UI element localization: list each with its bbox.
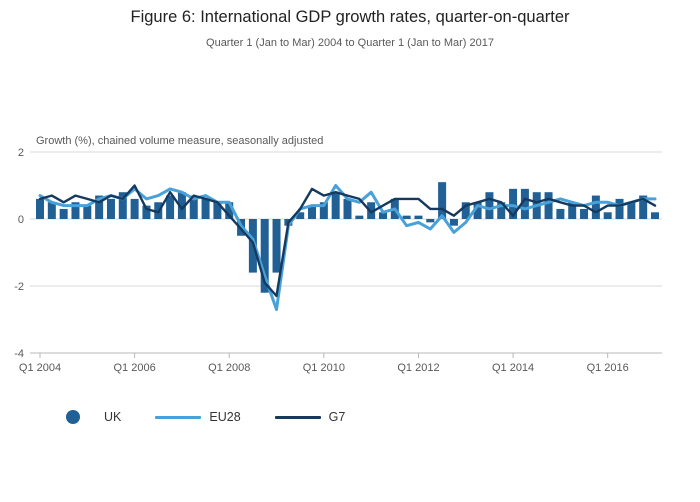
- bar-uk: [331, 192, 340, 219]
- bar-uk: [414, 215, 423, 219]
- x-tick-label: Q1 2016: [587, 362, 629, 374]
- legend-item-g7[interactable]: G7: [274, 410, 346, 424]
- bar-uk: [580, 208, 589, 219]
- bar-uk: [378, 212, 387, 219]
- bar-uk: [189, 195, 198, 219]
- legend-item-eu28[interactable]: EU28: [155, 410, 241, 424]
- bar-uk: [201, 198, 210, 219]
- bar-uk: [627, 202, 636, 219]
- x-tick-label: Q1 2010: [303, 362, 345, 374]
- x-tick-label: Q1 2014: [492, 362, 534, 374]
- bar-uk: [473, 202, 482, 219]
- bar-uk: [272, 219, 281, 273]
- bar-uk: [59, 208, 68, 219]
- bar-uk: [591, 195, 600, 219]
- bar-uk: [71, 202, 80, 219]
- legend: UK EU28 G7: [58, 404, 379, 430]
- bar-uk: [319, 202, 328, 219]
- bar-uk: [556, 208, 565, 219]
- bar-uk: [106, 198, 115, 219]
- bar-uk: [615, 198, 624, 219]
- bar-uk: [438, 182, 447, 219]
- bar-uk: [260, 219, 269, 293]
- x-tick-label: Q1 2006: [114, 362, 156, 374]
- bar-uk: [509, 188, 518, 219]
- bar-uk: [497, 202, 506, 219]
- bar-uk: [130, 198, 139, 219]
- legend-label-uk: UK: [104, 410, 122, 424]
- y-axis-note: Growth (%), chained volume measure, seas…: [36, 135, 323, 147]
- bar-uk: [603, 212, 612, 219]
- y-tick-label: 0: [18, 214, 24, 226]
- bar-uk: [639, 195, 648, 219]
- y-tick-label: -4: [14, 348, 24, 360]
- chart-title: Figure 6: International GDP growth rates…: [130, 8, 570, 26]
- bar-uk: [95, 195, 104, 219]
- x-tick-label: Q1 2008: [208, 362, 250, 374]
- g7-line-marker: [274, 415, 321, 419]
- bar-uk: [225, 202, 234, 219]
- uk-dot-marker: [66, 410, 80, 424]
- chart-subtitle: Quarter 1 (Jan to Mar) 2004 to Quarter 1…: [206, 37, 494, 49]
- bar-uk: [47, 202, 56, 219]
- chart-canvas: 2 0 -2 -4 Growth (%), chained volume measure…: [14, 135, 662, 374]
- bar-uk: [568, 202, 577, 219]
- bar-uk: [426, 219, 435, 223]
- bar-uk: [343, 198, 352, 219]
- bar-uk: [355, 215, 364, 219]
- bar-uk: [402, 215, 411, 219]
- bar-uk: [296, 212, 305, 219]
- eu28-line-marker: [155, 415, 202, 419]
- bar-uk: [308, 205, 317, 219]
- bar-uk: [449, 219, 458, 226]
- y-tick-label: -2: [14, 281, 24, 293]
- bar-uk: [651, 212, 659, 219]
- x-tick-label: Q1 2004: [19, 362, 61, 374]
- line-g7: [38, 184, 657, 298]
- bar-uk: [213, 202, 222, 219]
- legend-label-g7: G7: [328, 410, 346, 424]
- bar-uk: [520, 188, 529, 219]
- legend-item-uk[interactable]: UK: [58, 410, 121, 424]
- legend-label-eu28: EU28: [209, 410, 241, 424]
- bar-uk: [166, 195, 175, 219]
- bar-uk: [544, 192, 553, 219]
- bar-uk: [461, 202, 470, 219]
- bar-uk: [118, 192, 127, 219]
- bar-uk: [83, 205, 92, 219]
- y-tick-label: 2: [18, 147, 24, 159]
- bar-uk: [485, 192, 494, 219]
- bar-uk: [142, 205, 151, 219]
- bar-uk: [177, 192, 186, 219]
- bar-uk: [36, 198, 44, 219]
- x-tick-label: Q1 2012: [397, 362, 439, 374]
